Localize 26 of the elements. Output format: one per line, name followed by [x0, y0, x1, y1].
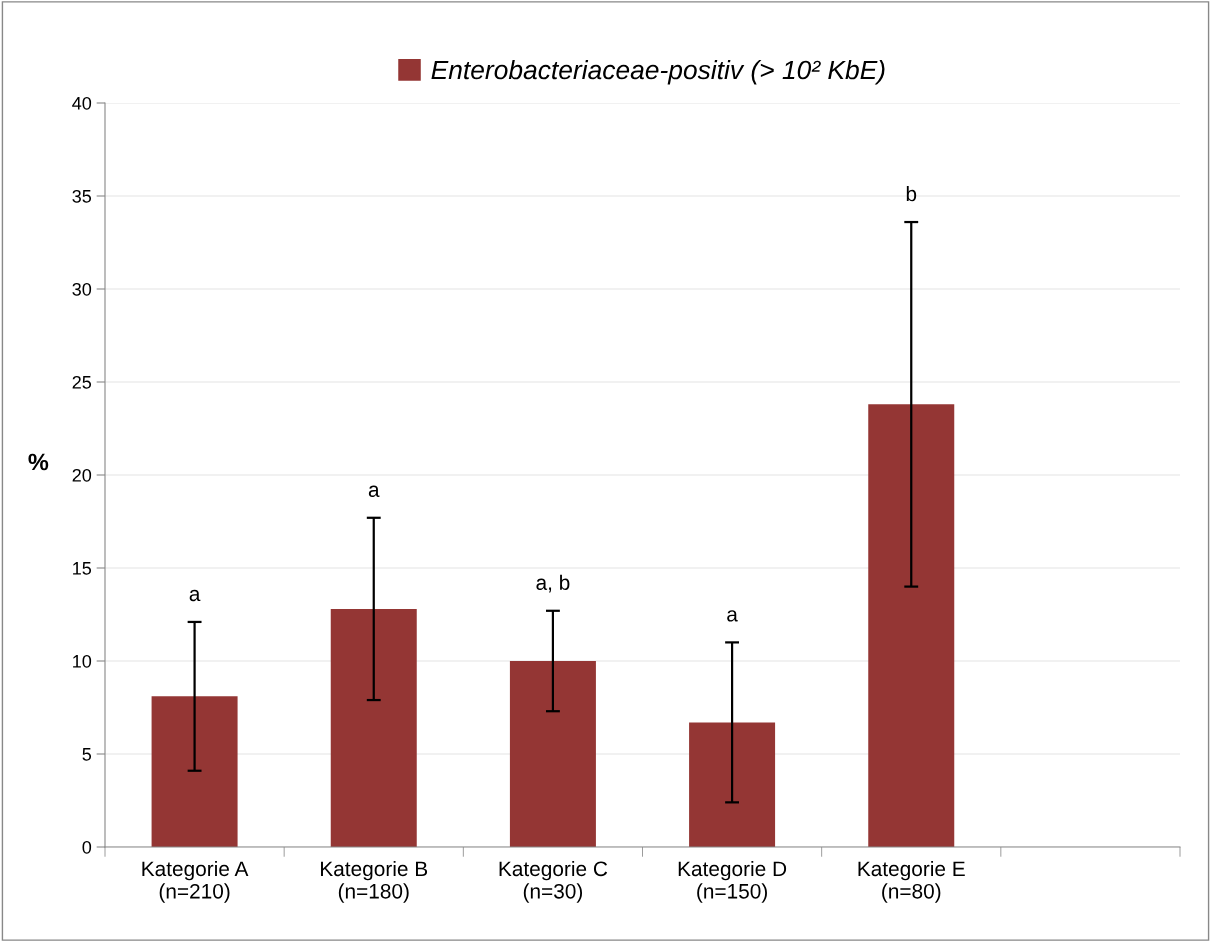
y-tick-label: 40 — [72, 96, 92, 110]
bar — [868, 404, 955, 847]
y-tick-label: 35 — [72, 189, 92, 203]
bar — [509, 661, 596, 847]
legend-label: Enterobacteriaceae-positiv (> 10² KbE) — [431, 59, 885, 85]
annotation: b — [906, 185, 917, 202]
y-tick-label: 0 — [82, 840, 92, 854]
x-tick-label: Kategorie A (n=210) — [142, 860, 249, 903]
y-tick-label: 25 — [72, 375, 92, 389]
annotation: a — [189, 589, 201, 602]
annotation: a — [727, 610, 738, 622]
bar — [689, 722, 776, 847]
y-tick-label: 10 — [73, 654, 92, 668]
annotation: a, b — [536, 574, 570, 593]
x-tick-label: Kategorie D (n=150) — [678, 860, 787, 903]
x-tick-label: Kategorie B (n=180) — [321, 860, 428, 903]
x-tick-label: Kategorie C (n=30) — [499, 860, 608, 903]
bar — [330, 608, 417, 847]
y-tick-label: 5 — [82, 748, 92, 761]
bar — [151, 696, 238, 847]
y-tick-label: 20 — [72, 468, 92, 482]
annotation: a — [368, 485, 380, 497]
y-axis-title: % — [28, 453, 49, 471]
y-tick-label: 15 — [73, 562, 92, 575]
x-tick-label: Kategorie E (n=80) — [858, 860, 965, 903]
y-tick-label: 30 — [72, 282, 92, 296]
